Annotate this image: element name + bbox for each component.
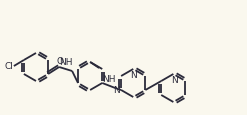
Text: Cl: Cl	[4, 62, 13, 71]
Text: N: N	[113, 86, 120, 95]
Text: O: O	[57, 56, 64, 65]
Text: NH: NH	[59, 58, 72, 66]
Text: N: N	[130, 70, 137, 79]
Text: N: N	[171, 75, 178, 84]
Text: NH: NH	[102, 75, 116, 84]
